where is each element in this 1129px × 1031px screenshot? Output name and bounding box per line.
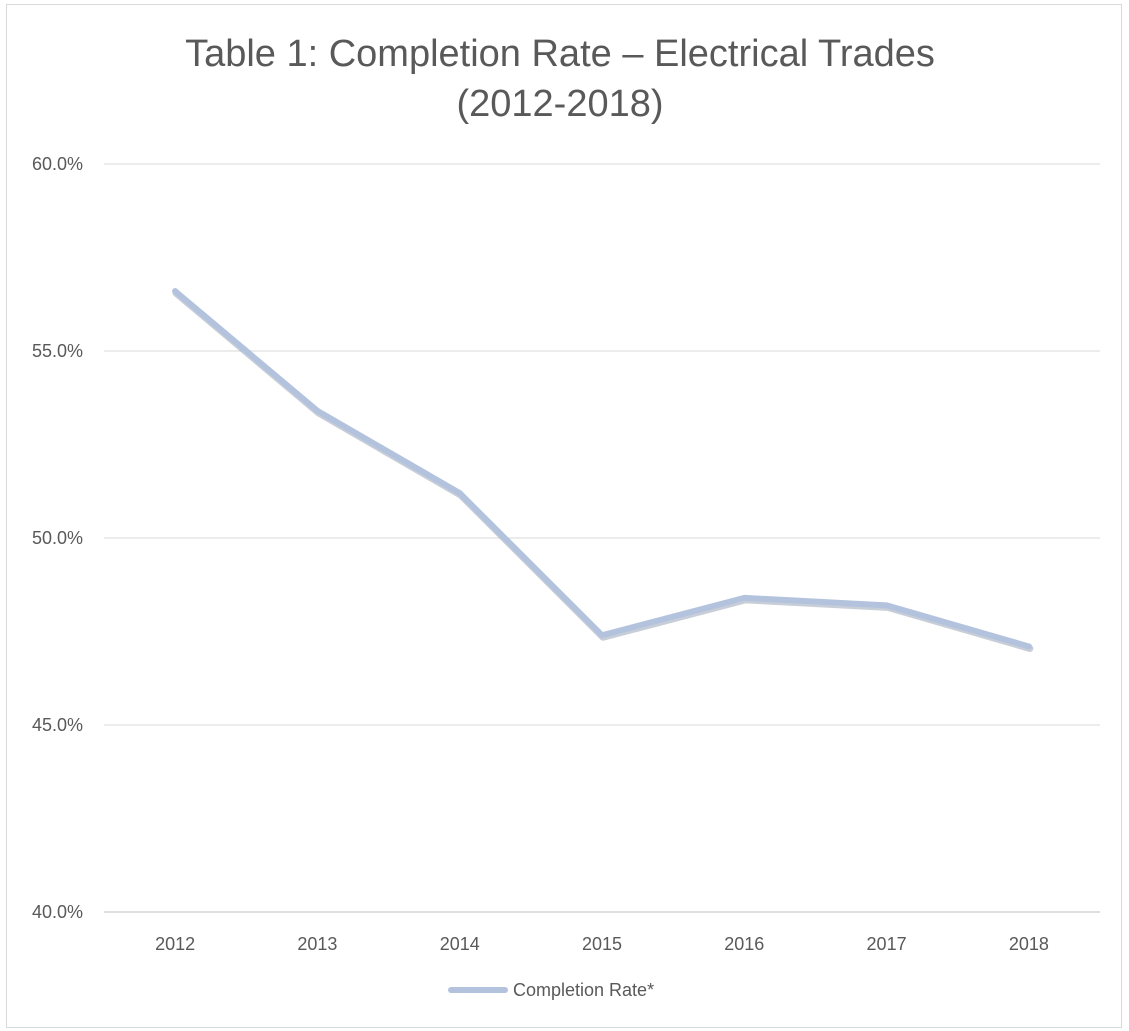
x-tick-label: 2014 (440, 934, 480, 954)
x-tick-label: 2017 (867, 934, 907, 954)
x-tick-label: 2015 (582, 934, 622, 954)
x-tick-label: 2013 (297, 934, 337, 954)
y-tick-label: 50.0% (32, 528, 83, 548)
y-tick-label: 55.0% (32, 341, 83, 361)
data-point (456, 490, 463, 497)
data-point (172, 288, 179, 295)
y-tick-label: 40.0% (32, 902, 83, 922)
x-tick-label: 2016 (724, 934, 764, 954)
x-tick-label: 2018 (1009, 934, 1049, 954)
chart-title: Table 1: Completion Rate – Electrical Tr… (7, 29, 1113, 129)
series-line-shadow (172, 289, 1034, 652)
y-tick-label: 45.0% (32, 715, 83, 735)
legend-label: Completion Rate* (513, 980, 654, 1000)
series-line (172, 288, 1032, 650)
data-point (741, 594, 748, 601)
y-tick-label: 60.0% (32, 154, 83, 174)
data-point (883, 602, 890, 609)
line-chart: 40.0% 45.0% 50.0% 55.0% 60.0% 2012 2013 2014 201… (32, 154, 1100, 1000)
chart-title-line-2: (2012-2018) (456, 83, 664, 125)
data-point (1025, 643, 1032, 650)
chart-title-line-1: Table 1: Completion Rate – Electrical Tr… (185, 33, 935, 75)
chart-frame: Table 1: Completion Rate – Electrical Tr… (6, 4, 1122, 1028)
x-tick-label: 2012 (155, 934, 195, 954)
data-point (314, 407, 321, 414)
data-point (599, 632, 605, 639)
